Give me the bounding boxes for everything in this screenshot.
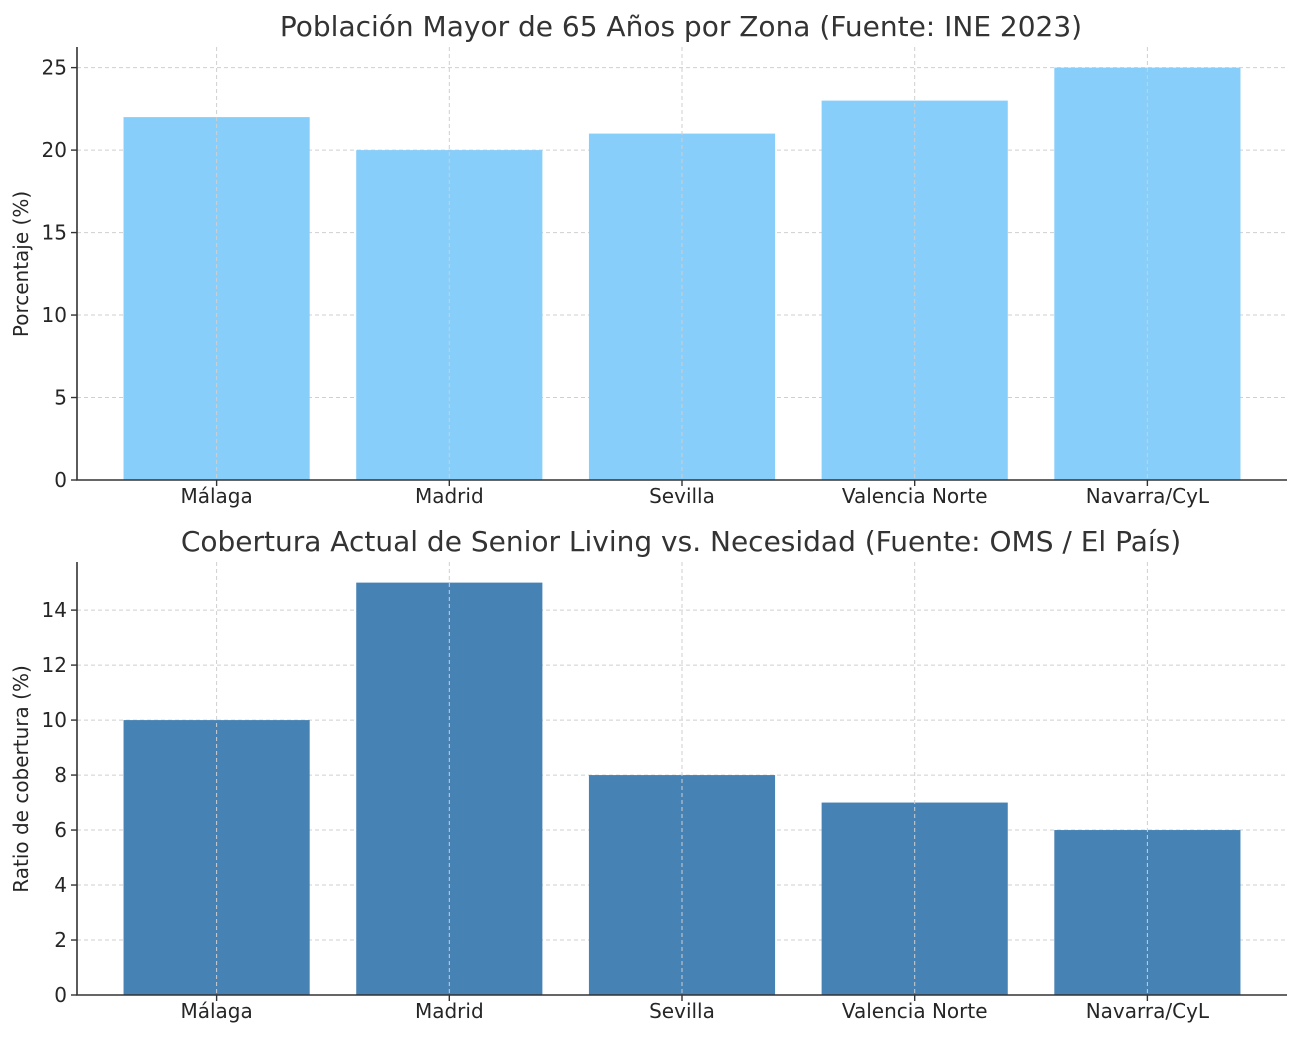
chart-title: Población Mayor de 65 Años por Zona (Fue… — [280, 10, 1082, 43]
x-tick-label: Sevilla — [649, 999, 715, 1023]
axes-spines — [76, 47, 1287, 481]
bars — [123, 562, 1241, 995]
x-tick-label: Navarra/CyL — [1086, 999, 1210, 1023]
y-tick-labels: 0 5 10 15 20 25 — [42, 56, 77, 492]
y-axis-label: Ratio de cobertura (%) — [9, 665, 33, 892]
chart-senior-living-coverage: Cobertura Actual de Senior Living vs. Ne… — [9, 525, 1287, 1023]
y-tick-label: 4 — [54, 873, 67, 897]
chart-elderly-population: Población Mayor de 65 Años por Zona (Fue… — [9, 10, 1287, 508]
y-tick-label: 0 — [54, 983, 67, 1007]
axes-spines — [76, 562, 1287, 996]
y-tick-label: 5 — [54, 386, 67, 410]
x-tick-label: Navarra/CyL — [1086, 484, 1210, 508]
x-tick-label: Málaga — [180, 999, 252, 1023]
y-tick-label: 2 — [54, 928, 67, 952]
x-tick-label: Sevilla — [649, 484, 715, 508]
y-tick-label: 15 — [42, 221, 67, 245]
x-tick-label: Madrid — [415, 484, 484, 508]
y-tick-label: 6 — [54, 818, 67, 842]
x-tick-labels: Málaga Madrid Sevilla Valencia Norte Navarra… — [180, 480, 1210, 508]
y-tick-label: 10 — [42, 303, 67, 327]
bar — [821, 100, 1008, 480]
y-tick-label: 10 — [42, 708, 67, 732]
x-tick-label: Valencia Norte — [842, 999, 988, 1023]
x-tick-label: Madrid — [415, 999, 484, 1023]
y-tick-label: 14 — [42, 598, 67, 622]
bars — [123, 47, 1241, 480]
y-tick-label: 20 — [42, 138, 67, 162]
x-tick-label: Málaga — [180, 484, 252, 508]
x-tick-labels: Málaga Madrid Sevilla Valencia Norte Navarra… — [180, 995, 1210, 1023]
y-tick-label: 25 — [42, 56, 67, 80]
x-tick-label: Valencia Norte — [842, 484, 988, 508]
y-tick-label: 12 — [42, 653, 67, 677]
y-tick-label: 0 — [54, 468, 67, 492]
y-tick-labels: 0 2 4 6 8 10 12 14 — [42, 598, 77, 1007]
y-axis-label: Porcentaje (%) — [9, 191, 33, 337]
y-tick-label: 8 — [54, 763, 67, 787]
chart-title: Cobertura Actual de Senior Living vs. Ne… — [181, 525, 1181, 558]
